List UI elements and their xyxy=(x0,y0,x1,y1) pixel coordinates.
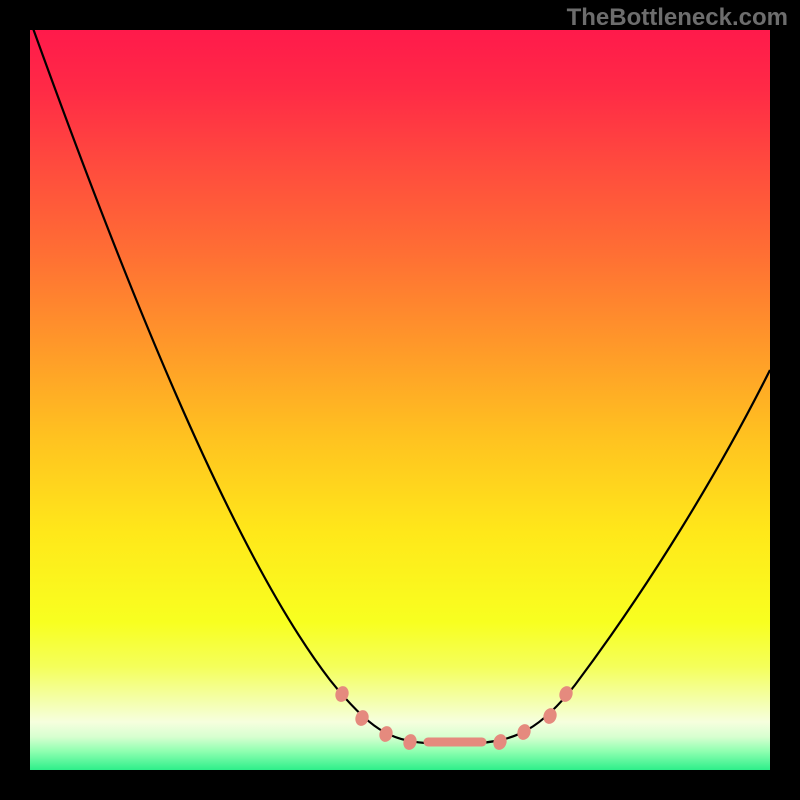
gradient-background xyxy=(30,30,770,770)
plot-svg xyxy=(30,30,770,770)
watermark-text: TheBottleneck.com xyxy=(567,4,788,32)
plot-area xyxy=(30,30,770,770)
